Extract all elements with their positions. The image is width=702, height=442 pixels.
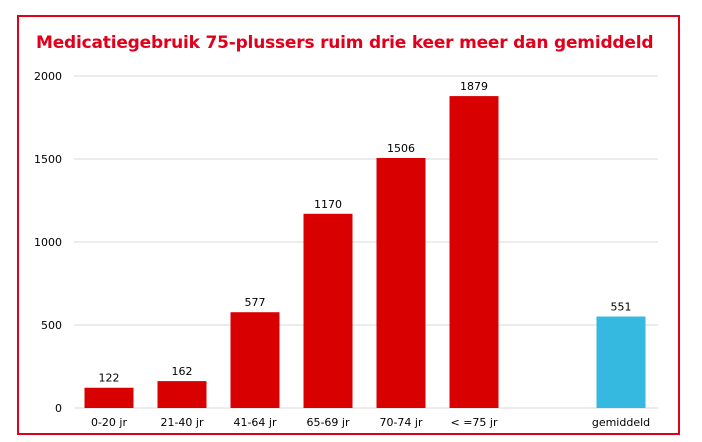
bar: [157, 381, 207, 408]
data-label: 122: [99, 372, 120, 385]
data-label: 1506: [387, 142, 415, 155]
x-category-label: 21-40 jr: [160, 416, 204, 429]
x-category-label: 0-20 jr: [91, 416, 128, 429]
bar: [376, 158, 426, 408]
data-label: 551: [611, 301, 632, 314]
x-axis-labels: 0-20 jr 21-40 jr 41-64 jr 65-69 jr 70-74 jr <…: [91, 416, 650, 429]
gridlines: [74, 75, 658, 409]
y-tick-label: 1000: [34, 236, 62, 249]
x-category-label: 70-74 jr: [379, 416, 423, 429]
y-tick-label: 1500: [34, 153, 62, 166]
x-category-label: < =75 jr: [450, 416, 497, 429]
chart-title: Medicatiegebruik 75-plussers ruim drie k…: [36, 33, 654, 53]
bar-average: [596, 316, 646, 408]
data-label: 162: [172, 365, 193, 378]
bar: [303, 213, 353, 408]
x-category-label: gemiddeld: [592, 416, 650, 429]
x-category-label: 65-69 jr: [306, 416, 350, 429]
bar: [449, 96, 499, 408]
x-category-label: 41-64 jr: [233, 416, 277, 429]
data-label: 1879: [460, 80, 488, 93]
bar: [84, 387, 134, 408]
data-label: 1170: [314, 198, 342, 211]
y-axis-ticks: 0 500 1000 1500 2000: [34, 70, 62, 415]
bar: [230, 312, 280, 408]
data-labels: 122 162 577 1170 1506 1879 551: [99, 80, 632, 385]
y-tick-label: 500: [41, 319, 62, 332]
y-tick-label: 2000: [34, 70, 62, 83]
data-label: 577: [245, 296, 266, 309]
bars: [84, 96, 646, 408]
y-tick-label: 0: [55, 402, 62, 415]
